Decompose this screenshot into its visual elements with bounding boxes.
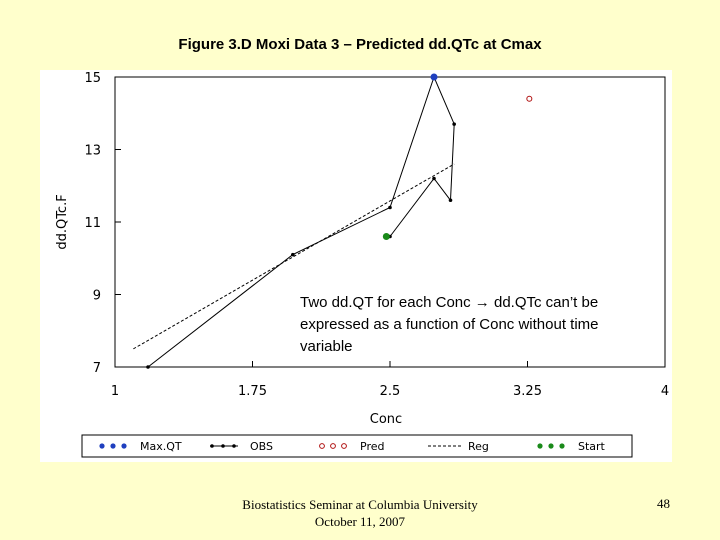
legend-start-symbol: [548, 443, 554, 449]
legend-label-maxqt: Max.QT: [140, 440, 182, 453]
legend-box: [81, 434, 633, 458]
x-axis-label: Conc: [370, 412, 402, 427]
legend-obs-symbol: [210, 444, 214, 448]
legend-label-start: Start: [578, 440, 606, 453]
obs-point: [388, 205, 392, 210]
y-axis-ticks: 7 9 11 13 15: [84, 71, 121, 376]
x-axis-ticks: 1 1.75 2.5 3.25 4: [111, 361, 669, 399]
x-tick-label: 1.75: [238, 384, 267, 399]
legend-max-qt-symbol: [121, 443, 127, 449]
start-point: [382, 233, 390, 240]
legend-pred-symbol: [341, 443, 347, 449]
legend-label-obs: OBS: [250, 440, 273, 453]
y-tick-label: 11: [84, 216, 101, 231]
legend: Max.QT OBS Pred Reg Start: [99, 440, 606, 453]
obs-point: [452, 122, 456, 126]
chart-svg: 7 9 11 13 15 1 1.75 2.5 3.25 4 Conc dd.QTc.F Max…: [55, 71, 669, 458]
slide-title: Figure 3.D Moxi Data 3 – Predicted dd.QT…: [178, 36, 542, 53]
obs-point: [146, 365, 150, 369]
legend-obs-symbol: [221, 444, 225, 448]
legend-max-qt-symbol: [99, 443, 105, 449]
obs-point: [448, 198, 453, 203]
chart-panel: 7 9 11 13 15 1 1.75 2.5 3.25 4 Conc dd.QTc.F Max…: [40, 70, 672, 462]
legend-pred-symbol: [319, 443, 325, 449]
callout-annotation: Two dd.QT for each Conc → dd.QTc can’t b…: [300, 294, 599, 355]
legend-label-pred: Pred: [360, 440, 384, 453]
legend-start-symbol: [537, 443, 543, 449]
y-tick-label: 15: [84, 71, 101, 86]
x-tick-label: 3.25: [513, 384, 542, 399]
footer-text: Biostatistics Seminar at Columbia Univer…: [242, 497, 478, 529]
y-tick-label: 7: [93, 361, 101, 376]
page-number: 48: [657, 496, 670, 511]
y-tick-label: 13: [84, 144, 101, 159]
max-qt-point: [430, 73, 438, 81]
legend-obs-symbol: [232, 444, 236, 448]
pred-point: [526, 95, 533, 102]
x-tick-label: 1: [111, 384, 119, 399]
legend-max-qt-symbol: [110, 443, 116, 449]
y-tick-label: 9: [93, 289, 101, 304]
obs-point: [291, 252, 295, 257]
legend-label-reg: Reg: [468, 440, 489, 453]
y-axis-label: dd.QTc.F: [55, 194, 70, 249]
obs-point: [432, 176, 436, 181]
series-layer: [133, 73, 533, 369]
x-tick-label: 2.5: [380, 384, 401, 399]
obs-line: [147, 75, 455, 368]
x-tick-label: 4: [661, 384, 669, 399]
reg-line: [133, 163, 455, 350]
legend-start-symbol: [559, 443, 565, 449]
legend-pred-symbol: [330, 443, 336, 449]
